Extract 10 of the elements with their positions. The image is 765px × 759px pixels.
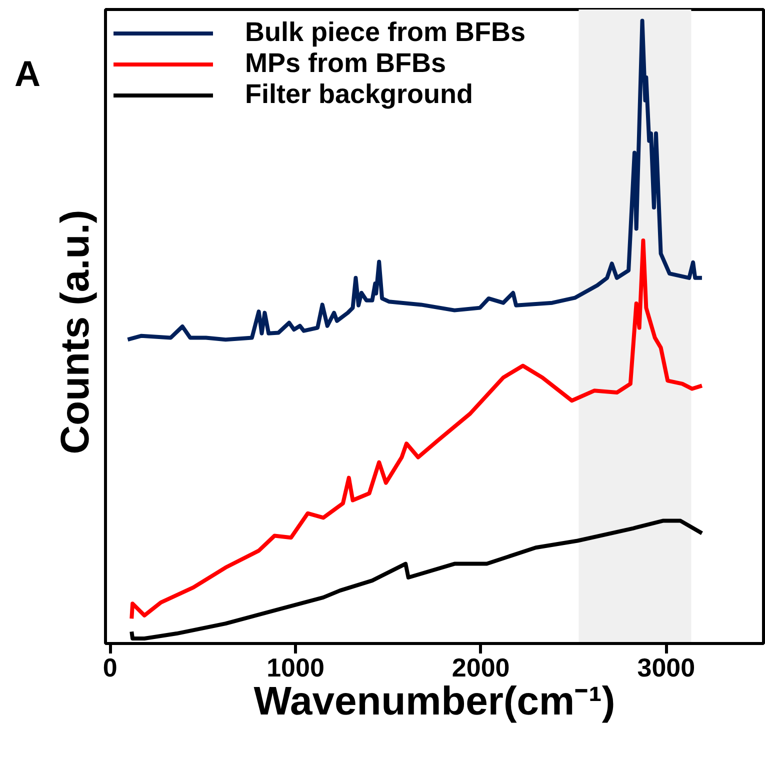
legend-label: MPs from BFBs: [245, 48, 446, 79]
legend-label: Bulk piece from BFBs: [245, 17, 526, 48]
x-tick-label: 3000: [637, 652, 696, 682]
text: A: [14, 52, 40, 94]
x-tick-label: 1000: [266, 652, 324, 682]
x-tick-label: 0: [102, 652, 118, 682]
y-axis-title: Counts (a.u.): [54, 210, 98, 454]
x-tick-label: 2000: [452, 652, 510, 682]
x-axis-title: Wavenumber(cm⁻¹): [254, 680, 616, 724]
legend-label: Filter background: [245, 79, 474, 110]
